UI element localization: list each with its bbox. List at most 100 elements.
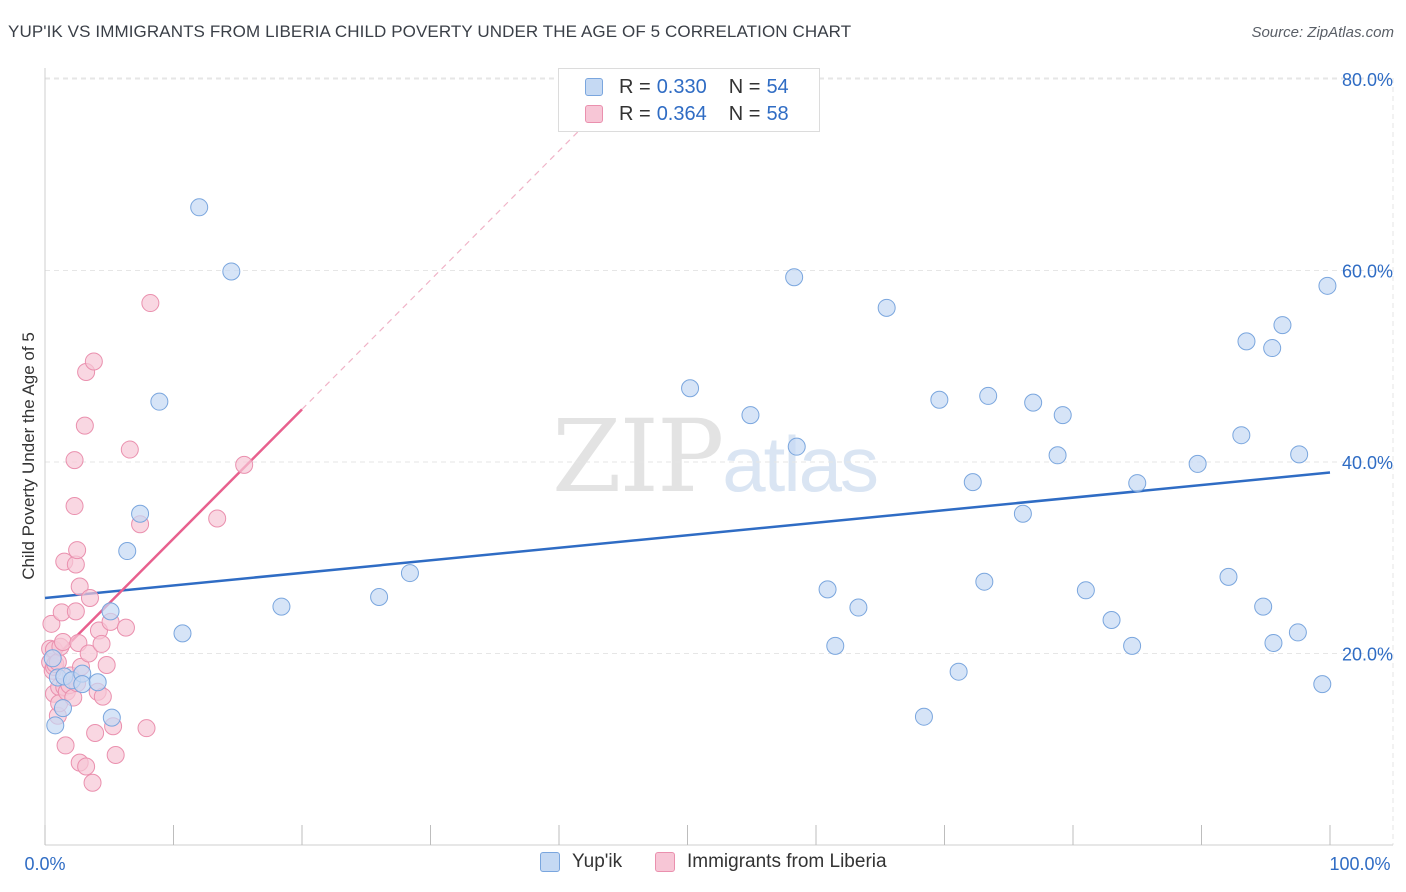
liberia-point — [80, 588, 99, 607]
watermark-atlas: atlas — [722, 420, 879, 508]
trend-lines — [44, 124, 1331, 669]
liberia-point — [97, 655, 116, 674]
legend-row-yupik: R = 0.330 N = 54 — [585, 74, 789, 100]
liberia-point — [84, 352, 103, 371]
series-legend-liberia[interactable]: Immigrants from Liberia — [655, 851, 887, 873]
legend-row-liberia: R = 0.364 N = 58 — [585, 101, 789, 127]
yupik-point — [1188, 454, 1207, 473]
yupik-point — [46, 716, 65, 735]
legend-r-value: 0.364 — [656, 102, 707, 125]
legend-r-label: R = — [619, 75, 651, 98]
yupik-point — [1318, 276, 1337, 295]
yupik-point — [930, 390, 949, 409]
liberia-point — [137, 719, 156, 738]
y-axis-title: Child Poverty Under the Age of 5 — [19, 332, 38, 580]
liberia-trend-line — [44, 408, 303, 669]
yupik-point — [914, 707, 933, 726]
liberia-point — [83, 773, 102, 792]
series-swatch-yupik — [540, 852, 560, 872]
yupik-point — [118, 542, 137, 561]
x-tick-label-max: 100.0% — [1329, 854, 1390, 874]
liberia-point — [42, 614, 61, 633]
yupik-point — [1313, 675, 1332, 694]
grid-lines — [45, 77, 1394, 845]
yupik-point — [53, 699, 72, 718]
yupik-point — [1128, 474, 1147, 493]
zipatlas-watermark: ZIPatlas — [552, 398, 879, 515]
yupik-point — [1232, 426, 1251, 445]
axes — [44, 68, 1393, 846]
yupik-point — [131, 504, 150, 523]
legend-n-value: 58 — [766, 102, 789, 125]
yupik-point — [190, 198, 209, 217]
legend-swatch-liberia — [585, 105, 603, 123]
yupik-point — [963, 473, 982, 492]
y-tick-label: 60.0% — [1342, 262, 1393, 282]
liberia-point — [208, 509, 227, 528]
yupik-point — [1076, 581, 1095, 600]
liberia-point — [53, 633, 72, 652]
liberia-point — [235, 455, 254, 474]
watermark-zip: ZIP — [552, 398, 724, 515]
legend-swatch-yupik — [585, 78, 603, 96]
x-tick-label-min: 0.0% — [24, 854, 65, 874]
axis-labels: 20.0% 40.0% 60.0% 80.0% 0.0% 100.0% Child Pove… — [19, 70, 1393, 874]
yupik-point — [43, 649, 62, 668]
legend-n-label: N = — [728, 75, 761, 98]
liberia-point — [92, 634, 111, 653]
liberia-point — [120, 440, 139, 459]
yupik-point — [975, 572, 994, 591]
y-tick-label: 80.0% — [1342, 70, 1393, 90]
yupik-trend-line — [44, 471, 1331, 600]
liberia-point — [70, 577, 89, 596]
yupik-point — [681, 379, 700, 398]
liberia-point — [68, 541, 87, 560]
yupik-point — [787, 437, 806, 456]
legend-n-label: N = — [728, 102, 761, 125]
series-label-yupik: Yup'ik — [572, 851, 623, 872]
yupik-points — [43, 198, 1337, 735]
liberia-point — [141, 294, 160, 313]
yupik-point — [150, 392, 169, 411]
y-tick-label: 20.0% — [1342, 645, 1393, 665]
yupik-point — [73, 675, 92, 694]
yupik-point — [101, 602, 120, 621]
source-credit: Source: ZipAtlas.com — [1251, 24, 1394, 41]
yupik-point — [1288, 623, 1307, 642]
series-swatch-liberia — [655, 852, 675, 872]
yupik-point — [1254, 597, 1273, 616]
yupik-point — [400, 564, 419, 583]
yupik-point — [741, 406, 760, 425]
yupik-point — [949, 662, 968, 681]
yupik-point — [102, 708, 121, 727]
liberia-point — [116, 618, 135, 637]
yupik-point — [1290, 445, 1309, 464]
y-tick-label: 40.0% — [1342, 453, 1393, 473]
liberia-trend-extension — [301, 124, 586, 410]
yupik-point — [1264, 633, 1283, 652]
yupik-point — [1263, 339, 1282, 358]
yupik-point — [979, 386, 998, 405]
yupik-point — [1053, 406, 1072, 425]
yupik-point — [1024, 393, 1043, 412]
liberia-point — [75, 416, 94, 435]
yupik-point — [785, 268, 804, 287]
series-label-liberia: Immigrants from Liberia — [687, 851, 887, 872]
yupik-point — [88, 673, 107, 692]
series-legend-yupik[interactable]: Yup'ik — [540, 851, 622, 873]
yupik-point — [826, 636, 845, 655]
liberia-points — [41, 294, 254, 792]
yupik-point — [222, 262, 241, 281]
correlation-legend: R = 0.330 N = 54 R = 0.364 N = 58 — [558, 68, 820, 132]
yupik-point — [173, 624, 192, 643]
legend-r-value: 0.330 — [656, 75, 707, 98]
yupik-point — [1219, 567, 1238, 586]
liberia-point — [106, 745, 125, 764]
liberia-point — [77, 757, 96, 776]
series-legend: Yup'ik Immigrants from Liberia — [0, 851, 1406, 877]
liberia-point — [66, 602, 85, 621]
legend-n-value: 54 — [766, 75, 789, 98]
yupik-point — [370, 588, 389, 607]
yupik-point — [1237, 332, 1256, 351]
